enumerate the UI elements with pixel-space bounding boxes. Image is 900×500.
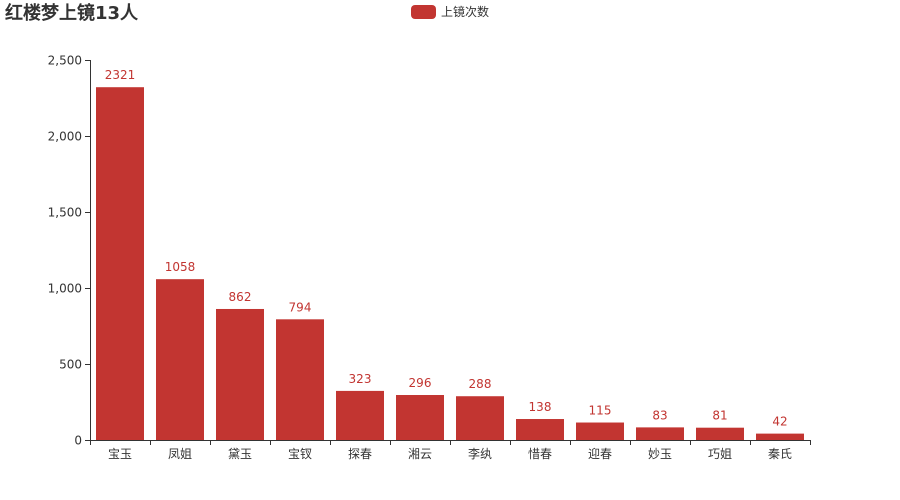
bar[interactable] xyxy=(636,427,684,440)
y-tick-label: 0 xyxy=(74,434,82,448)
x-tick-label: 妙玉 xyxy=(648,447,672,461)
x-tick-label: 探春 xyxy=(348,447,372,461)
y-tick-label: 1,000 xyxy=(48,282,82,296)
bar-value-label: 81 xyxy=(712,409,727,423)
bar-value-label: 862 xyxy=(229,290,252,304)
y-tick-label: 1,500 xyxy=(48,206,82,220)
bar[interactable] xyxy=(336,390,384,440)
x-tick-label: 迎春 xyxy=(588,447,612,461)
bar-value-label: 83 xyxy=(652,408,667,422)
y-tick-label: 500 xyxy=(59,358,82,372)
bar[interactable] xyxy=(576,422,624,440)
legend-swatch xyxy=(411,4,436,19)
bar[interactable] xyxy=(216,308,264,440)
bar[interactable] xyxy=(276,319,324,440)
x-tick-label: 宝玉 xyxy=(108,447,132,461)
bar-value-label: 296 xyxy=(409,376,432,390)
y-tick-label: 2,500 xyxy=(48,54,82,68)
bar[interactable] xyxy=(756,433,804,440)
bar[interactable] xyxy=(156,279,204,440)
x-tick-label: 黛玉 xyxy=(228,447,252,461)
bar[interactable] xyxy=(456,396,504,440)
bar-value-label: 42 xyxy=(772,415,787,429)
bar-value-label: 2321 xyxy=(105,68,136,82)
chart-title: 红楼梦上镜13人 xyxy=(5,3,139,24)
x-tick-label: 惜春 xyxy=(528,447,552,461)
bar[interactable] xyxy=(96,87,144,440)
bar-value-label: 1058 xyxy=(165,260,196,274)
bar-value-label: 794 xyxy=(289,300,312,314)
bar-value-label: 323 xyxy=(349,372,372,386)
x-tick-label: 凤姐 xyxy=(168,447,192,461)
x-tick-label: 李纨 xyxy=(468,446,492,461)
legend-label: 上镜次数 xyxy=(441,5,490,19)
x-tick-label: 巧姐 xyxy=(708,447,732,461)
bar-value-label: 288 xyxy=(469,377,492,391)
x-tick-label: 秦氏 xyxy=(768,447,792,461)
y-tick-label: 2,000 xyxy=(48,130,82,144)
x-tick-label: 湘云 xyxy=(408,446,432,461)
x-tick-label: 宝钗 xyxy=(288,447,312,461)
bar-value-label: 138 xyxy=(529,400,552,414)
legend-item[interactable]: 上镜次数 xyxy=(411,3,489,20)
bar[interactable] xyxy=(396,395,444,440)
bar[interactable] xyxy=(696,427,744,440)
bar[interactable] xyxy=(516,419,564,440)
bar-value-label: 115 xyxy=(589,404,612,418)
